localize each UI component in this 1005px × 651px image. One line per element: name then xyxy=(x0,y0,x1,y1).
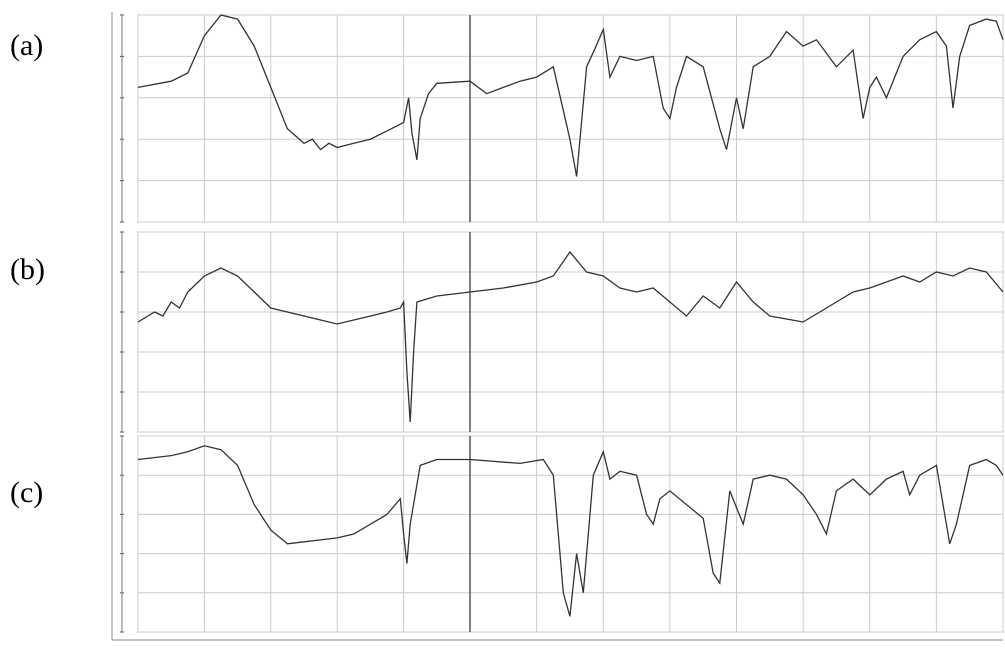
spectrum-line xyxy=(137,14,1004,177)
panel-label: (b) xyxy=(10,253,45,286)
panel-label: (a) xyxy=(10,29,43,62)
spectrum-line xyxy=(137,445,1004,617)
spectrum-line xyxy=(137,250,1004,423)
panel-label: (c) xyxy=(10,476,43,509)
